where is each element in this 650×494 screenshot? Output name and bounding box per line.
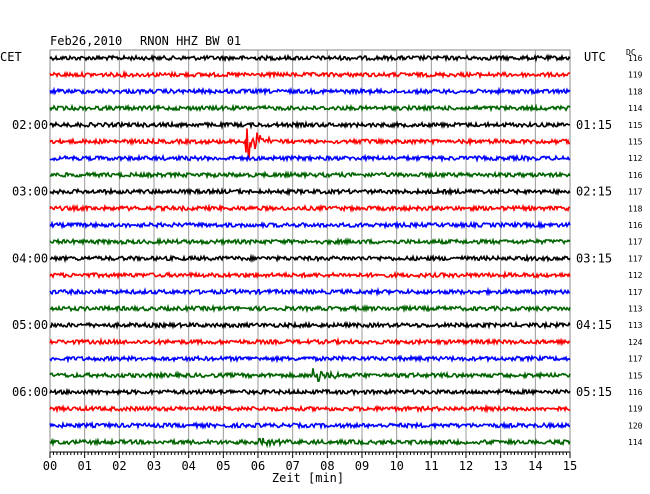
trace-row-14	[49, 286, 571, 297]
left-time-label: 02:00	[12, 118, 48, 132]
x-tick-label: 12	[459, 459, 473, 473]
x-tick-label: 07	[285, 459, 299, 473]
dc-value-label: 114	[628, 438, 643, 447]
trace-row-7	[49, 170, 571, 180]
dc-value-label: 117	[628, 288, 643, 297]
row-labels: 02:00 03:00 04:00 05:00 06:00 01:15 02:15 03:15…	[12, 54, 643, 447]
trace-row-18	[49, 354, 571, 364]
trace-row-12	[50, 253, 571, 264]
x-tick-label: 10	[389, 459, 403, 473]
x-tick-label: 01	[77, 459, 91, 473]
dc-value-label: 118	[628, 204, 643, 213]
trace-row-9	[49, 203, 571, 214]
dc-value-label: 116	[628, 388, 643, 397]
dc-value-label: 114	[628, 104, 643, 113]
grid	[49, 49, 571, 453]
x-tick-label: 14	[528, 459, 542, 473]
left-time-label: 06:00	[12, 385, 48, 399]
dc-value-label: 113	[628, 305, 643, 314]
left-time-label: 05:00	[12, 318, 48, 332]
left-time-label: 03:00	[12, 185, 48, 199]
x-tick-label: 05	[216, 459, 230, 473]
left-time-label: 04:00	[12, 251, 48, 265]
trace-row-23	[49, 437, 571, 449]
dc-value-label: 113	[628, 321, 643, 330]
trace-row-5	[49, 128, 571, 159]
x-axis-title: Zeit [min]	[272, 471, 344, 485]
left-timezone-label: CET	[0, 50, 22, 64]
trace-row-17	[49, 336, 571, 347]
dc-value-label: 116	[628, 171, 643, 180]
trace-row-2	[49, 86, 571, 97]
trace-row-15	[49, 303, 571, 314]
dc-value-label: 124	[628, 338, 643, 347]
dc-value-label: 117	[628, 238, 643, 247]
right-time-label: 04:15	[576, 318, 612, 332]
dc-value-label: 115	[628, 138, 643, 147]
x-tick-label: 04	[181, 459, 195, 473]
right-time-label: 02:15	[576, 185, 612, 199]
x-tick-label: 02	[112, 459, 126, 473]
trace-row-21	[49, 403, 571, 414]
dc-header-label: DC	[626, 48, 636, 57]
trace-row-10	[49, 220, 571, 230]
dc-value-label: 117	[628, 355, 643, 364]
dc-value-label: 112	[628, 271, 643, 280]
x-tick-label: 11	[424, 459, 438, 473]
x-tick-label: 03	[147, 459, 161, 473]
dc-value-label: 116	[628, 54, 643, 63]
x-tick-label: 06	[251, 459, 265, 473]
right-timezone-label: UTC	[584, 50, 606, 64]
dc-value-label: 119	[628, 405, 643, 414]
x-tick-label: 15	[563, 459, 577, 473]
dc-value-label: 112	[628, 154, 643, 163]
trace-row-1	[49, 69, 570, 80]
dc-value-label: 117	[628, 188, 643, 197]
trace-row-8	[49, 186, 571, 197]
trace-row-19	[49, 368, 571, 382]
dc-value-label: 117	[628, 254, 643, 263]
trace-row-13	[49, 270, 571, 280]
dc-value-label: 118	[628, 87, 643, 96]
dc-value-label: 120	[628, 421, 643, 430]
right-time-label: 05:15	[576, 385, 612, 399]
trace-row-3	[49, 103, 571, 113]
x-tick-label: 00	[43, 459, 57, 473]
trace-row-6	[49, 153, 571, 163]
dc-value-label: 115	[628, 371, 643, 380]
x-axis: 00 01 02 03 04 05 06 07 08 09 10 11 12 13 14 15 Zeit [mi…	[43, 451, 577, 485]
dc-value-label: 115	[628, 121, 643, 130]
trace-row-4	[49, 119, 571, 130]
header-date: Feb26,2010	[50, 34, 123, 48]
right-time-label: 03:15	[576, 251, 612, 265]
trace-row-0	[49, 53, 571, 63]
right-time-label: 01:15	[576, 118, 612, 132]
x-tick-label: 09	[355, 459, 369, 473]
header-station: RNON HHZ BW 01	[140, 34, 242, 48]
dc-value-label: 119	[628, 71, 643, 80]
x-tick-label: 13	[493, 459, 507, 473]
trace-row-11	[49, 237, 571, 247]
trace-row-16	[49, 320, 571, 330]
x-tick-label: 08	[320, 459, 334, 473]
traces	[49, 53, 571, 449]
trace-row-22	[49, 420, 571, 431]
trace-row-20	[49, 387, 571, 397]
dc-value-label: 116	[628, 221, 643, 230]
